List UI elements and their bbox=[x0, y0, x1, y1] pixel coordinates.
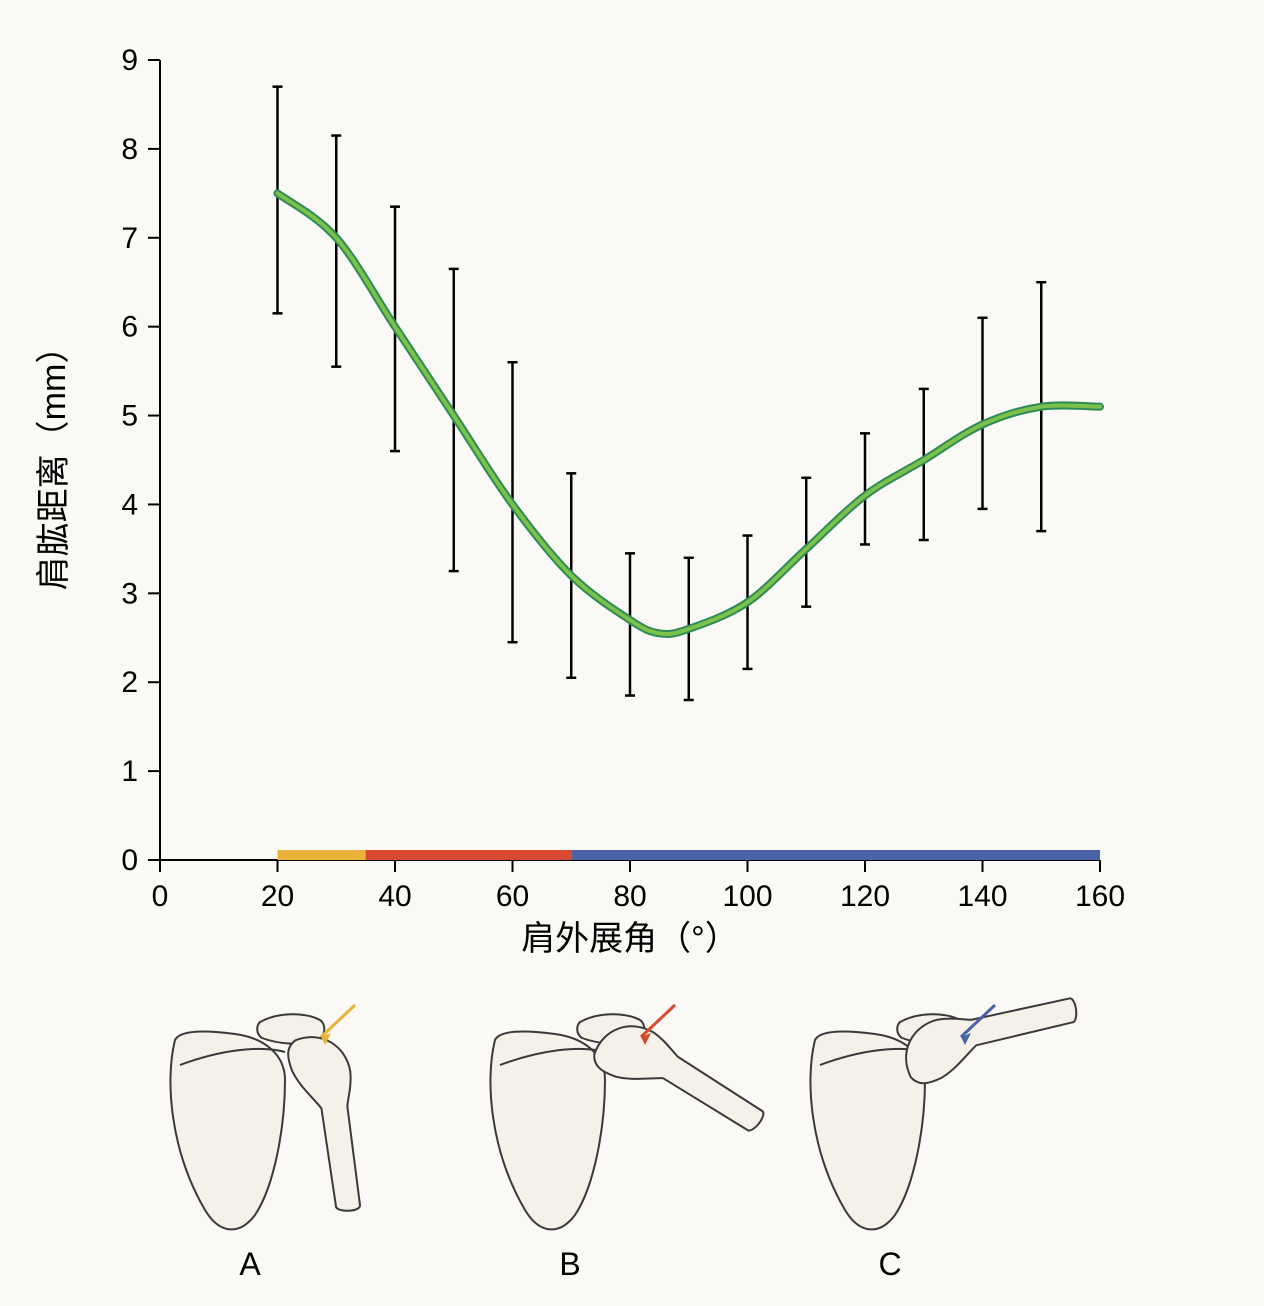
chart: 0 20 40 60 80 100 120 140 160 0 1 2 3 4 5 6 7 8 9 肩外展角（°）… bbox=[0, 0, 1264, 1306]
bone-panel: A bbox=[170, 1005, 362, 1282]
gap-arrow-icon bbox=[321, 1005, 355, 1045]
x-tick-label: 60 bbox=[496, 880, 529, 913]
x-tick-label: 40 bbox=[378, 880, 411, 913]
panel-label: C bbox=[878, 1246, 901, 1282]
x-tick-label: 0 bbox=[152, 880, 169, 913]
panel-label: A bbox=[239, 1246, 261, 1282]
axis-band bbox=[571, 850, 1100, 860]
x-tick-label: 140 bbox=[957, 880, 1007, 913]
axis-band bbox=[366, 850, 572, 860]
bone-panels: A B C bbox=[170, 996, 1084, 1282]
x-tick-label: 160 bbox=[1075, 880, 1125, 913]
y-tick-label: 8 bbox=[121, 133, 138, 166]
y-tick-label: 9 bbox=[121, 44, 138, 77]
y-tick-label: 7 bbox=[121, 222, 138, 255]
panel-label: B bbox=[559, 1246, 580, 1282]
x-ticks: 0 20 40 60 80 100 120 140 160 bbox=[152, 860, 1125, 913]
axis-band bbox=[278, 850, 366, 860]
axes: 0 20 40 60 80 100 120 140 160 0 1 2 3 4 5 6 7 8 9 肩外展角（°）… bbox=[35, 44, 1125, 958]
x-tick-label: 120 bbox=[840, 880, 890, 913]
x-tick-label: 80 bbox=[613, 880, 646, 913]
y-axis-label: 肩肱距离（mm） bbox=[35, 330, 73, 591]
x-axis-label: 肩外展角（°） bbox=[521, 920, 739, 958]
y-tick-label: 3 bbox=[121, 577, 138, 610]
y-ticks: 0 1 2 3 4 5 6 7 8 9 bbox=[121, 44, 160, 877]
bone-panel: B bbox=[490, 1005, 767, 1282]
y-tick-label: 4 bbox=[121, 488, 138, 521]
y-tick-label: 0 bbox=[121, 844, 138, 877]
y-tick-label: 2 bbox=[121, 666, 138, 699]
x-tick-label: 20 bbox=[261, 880, 294, 913]
y-tick-label: 1 bbox=[121, 755, 138, 788]
y-tick-label: 6 bbox=[121, 311, 138, 344]
axis-color-bands bbox=[278, 850, 1101, 860]
error-bars bbox=[273, 87, 1047, 700]
y-tick-label: 5 bbox=[121, 400, 138, 433]
bone-panel: C bbox=[810, 996, 1084, 1282]
x-tick-label: 100 bbox=[722, 880, 772, 913]
